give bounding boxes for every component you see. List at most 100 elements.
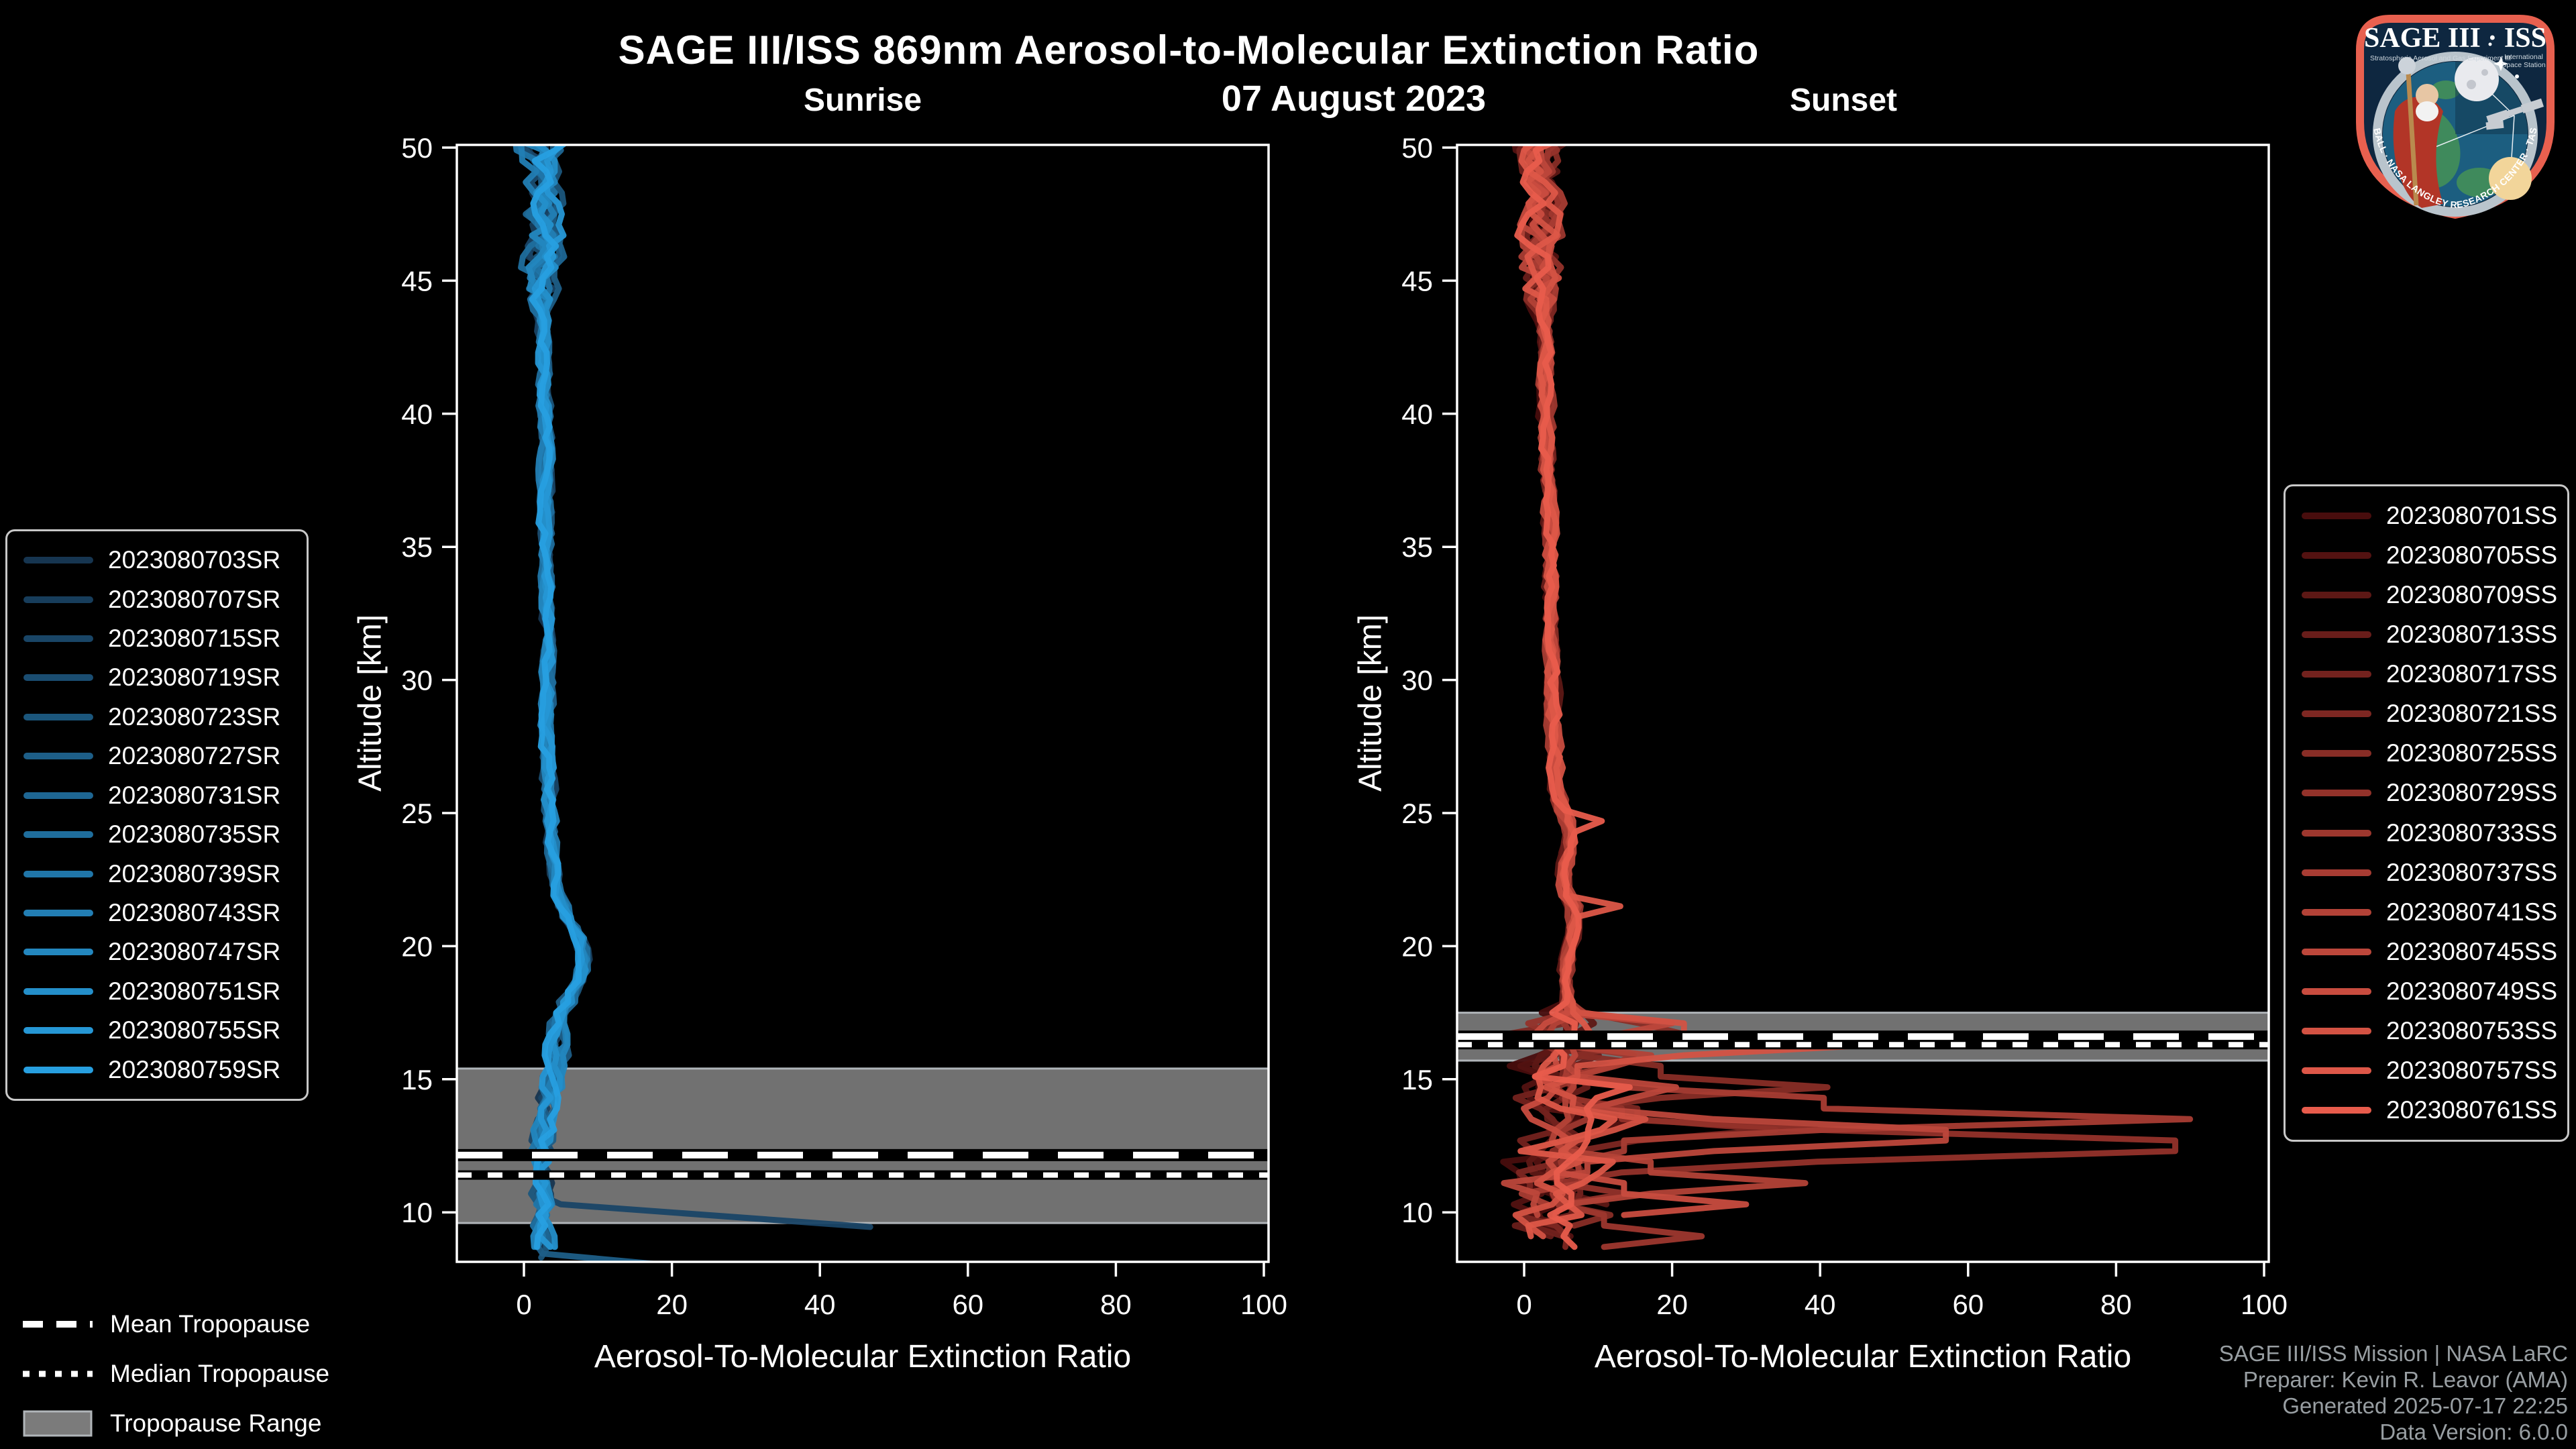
tropopause-legend: Mean Tropopause Median Tropopause Tropop… xyxy=(23,1308,329,1440)
legend-line-swatch xyxy=(23,1066,93,1073)
legend-item: 2023080755SR xyxy=(23,1016,290,1044)
sunrise-series-lines xyxy=(513,145,873,1262)
y-tick-label: 15 xyxy=(1401,1064,1433,1095)
sunrise-panel-title: Sunrise xyxy=(803,83,922,118)
legend-event-label: 2023080745SS xyxy=(2386,937,2558,965)
dashed-line-swatch xyxy=(23,1321,93,1328)
axes-box xyxy=(1456,144,2270,1263)
legend-item: 2023080729SS xyxy=(2302,779,2557,807)
legend-item: 2023080717SS xyxy=(2302,660,2557,688)
legend-line-swatch xyxy=(23,596,93,603)
logo-left-caption: Stratospheric Aerosol and Gas Experiment… xyxy=(2370,54,2511,62)
legend-line-swatch xyxy=(23,1027,93,1034)
legend-item: 2023080747SR xyxy=(23,938,290,966)
legend-item: 2023080705SS xyxy=(2302,541,2557,570)
sunset-panel: 0 20 40 60 80 100 10 15 20 25 30 35 40 45 50 xyxy=(1401,132,2288,1320)
legend-event-label: 2023080713SS xyxy=(2386,620,2558,648)
legend-sunset-events: 2023080701SS 2023080705SS 2023080709SS 2023… xyxy=(2284,484,2569,1142)
legend-item: 2023080745SS xyxy=(2302,938,2557,966)
legend-event-label: 2023080753SS xyxy=(2386,1017,2558,1045)
y-tick-label: 50 xyxy=(1401,132,1433,164)
legend-item: 2023080735SR xyxy=(23,820,290,849)
legend-item: 2023080751SR xyxy=(23,977,290,1006)
attribution-data-version: Data Version: 6.0.0 xyxy=(2379,1419,2568,1444)
legend-line-swatch xyxy=(23,870,93,877)
legend-line-swatch xyxy=(23,792,93,799)
legend-line-swatch xyxy=(23,831,93,839)
legend-item: 2023080709SS xyxy=(2302,581,2557,609)
legend-line-swatch xyxy=(2302,591,2371,598)
legend-line-swatch xyxy=(2302,512,2371,519)
y-tick-label: 40 xyxy=(401,398,433,430)
legend-line-swatch xyxy=(2302,671,2371,678)
legend-event-label: 2023080703SR xyxy=(108,546,281,574)
logo-right-caption-2: Space Station xyxy=(2502,61,2546,69)
legend-item: 2023080715SR xyxy=(23,625,290,653)
y-tick-label: 25 xyxy=(1401,798,1433,829)
tropopause-range-band xyxy=(457,1068,1269,1224)
legend-item: 2023080725SS xyxy=(2302,739,2557,767)
x-tick-label: 100 xyxy=(1240,1289,1287,1320)
attribution-mission: SAGE III/ISS Mission | NASA LaRC xyxy=(2218,1341,2568,1366)
x-tick-label: 0 xyxy=(516,1289,531,1320)
legend-line-swatch xyxy=(2302,790,2371,797)
y-tick-label: 50 xyxy=(401,132,433,164)
xaxis-label-sunset: Aerosol-To-Molecular Extinction Ratio xyxy=(1594,1339,2132,1375)
legend-line-swatch xyxy=(2302,1107,2371,1114)
legend-event-label: 2023080747SR xyxy=(108,938,281,966)
legend-event-label: 2023080755SR xyxy=(108,1016,281,1044)
y-tick-label: 35 xyxy=(401,531,433,563)
legend-item: 2023080759SR xyxy=(23,1056,290,1084)
legend-item: 2023080703SR xyxy=(23,546,290,574)
moon-crater xyxy=(2481,69,2488,76)
legend-event-label: 2023080727SR xyxy=(108,742,281,770)
median-tropopause-item: Median Tropopause xyxy=(23,1358,329,1390)
tropopause-range-label: Tropopause Range xyxy=(110,1409,322,1437)
y-tick-label: 10 xyxy=(401,1197,433,1228)
y-tick-label: 45 xyxy=(401,265,433,297)
legend-line-swatch xyxy=(2302,829,2371,837)
legend-item: 2023080739SR xyxy=(23,860,290,888)
patch-stars xyxy=(2488,42,2519,78)
legend-line-swatch xyxy=(2302,631,2371,638)
legend-item: 2023080737SS xyxy=(2302,859,2557,887)
legend-item: 2023080719SR xyxy=(23,663,290,692)
sunrise-panel: 0 20 40 60 80 100 10 15 20 25 30 35 40 45 50 xyxy=(401,132,1287,1320)
x-tick-label: 20 xyxy=(1656,1289,1688,1320)
logo-title: SAGE III · ISS xyxy=(2364,23,2546,54)
x-tick-label: 40 xyxy=(1805,1289,1836,1320)
y-tick-label: 15 xyxy=(401,1064,433,1095)
yaxis-label-sunset: Altitude [km] xyxy=(1352,614,1389,792)
sunset-series-lines xyxy=(1500,145,2194,1250)
legend-event-label: 2023080715SR xyxy=(108,625,281,653)
legend-line-swatch xyxy=(23,753,93,760)
y-tick-label: 20 xyxy=(401,930,433,962)
legend-event-label: 2023080733SS xyxy=(2386,818,2558,847)
x-tick-label: 60 xyxy=(1952,1289,1984,1320)
legend-item: 2023080741SS xyxy=(2302,898,2557,926)
legend-line-swatch xyxy=(2302,869,2371,876)
tropopause-range-item: Tropopause Range xyxy=(23,1407,329,1440)
legend-event-label: 2023080737SS xyxy=(2386,858,2558,886)
legend-event-label: 2023080725SS xyxy=(2386,739,2558,767)
legend-event-label: 2023080719SR xyxy=(108,663,281,692)
series-line xyxy=(529,145,582,1250)
patch-iss xyxy=(2485,98,2544,130)
legend-event-label: 2023080707SR xyxy=(108,585,281,613)
legend-event-label: 2023080757SS xyxy=(2386,1057,2558,1085)
y-tick-label: 30 xyxy=(1401,665,1433,696)
legend-event-label: 2023080751SR xyxy=(108,977,281,1005)
x-tick-label: 0 xyxy=(1516,1289,1532,1320)
legend-event-label: 2023080735SR xyxy=(108,820,281,849)
legend-event-label: 2023080731SR xyxy=(108,781,281,809)
legend-item: 2023080731SR xyxy=(23,782,290,810)
legend-item: 2023080713SS xyxy=(2302,621,2557,649)
legend-event-label: 2023080729SS xyxy=(2386,779,2558,807)
legend-event-label: 2023080741SS xyxy=(2386,898,2558,926)
y-tick-label: 35 xyxy=(1401,531,1433,563)
legend-item: 2023080749SS xyxy=(2302,977,2557,1006)
attribution-generated: Generated 2025-07-17 22:25 xyxy=(2282,1393,2568,1418)
sage-iii-iss-mission-patch-logo: SAGE III · ISS Stratospheric Aerosol and… xyxy=(2341,9,2555,219)
legend-item: 2023080753SS xyxy=(2302,1017,2557,1045)
